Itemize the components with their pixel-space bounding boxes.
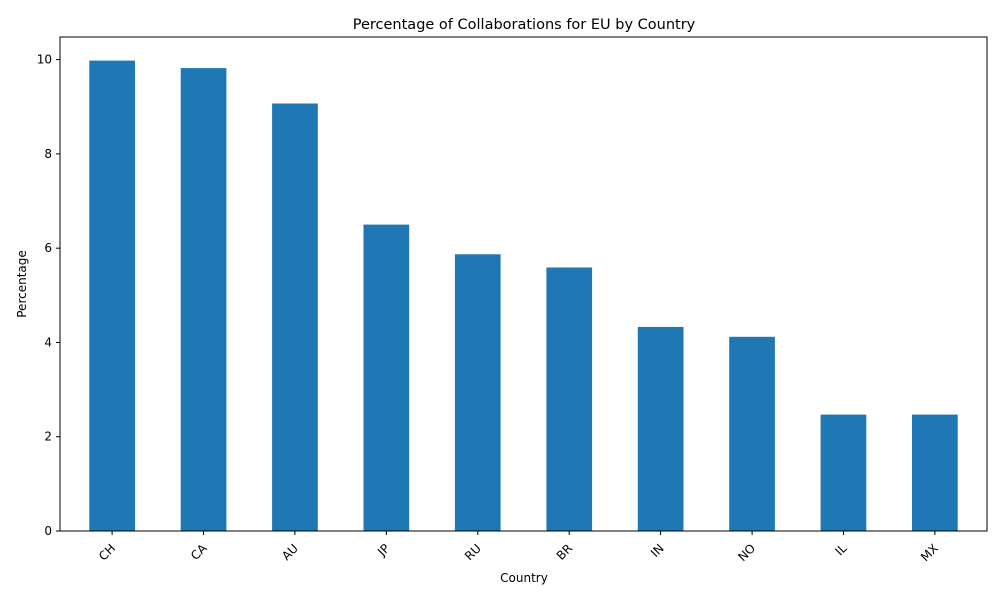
x-tick-label: BR xyxy=(554,541,576,563)
y-tick-label: 2 xyxy=(44,430,52,444)
bar-ru xyxy=(454,254,501,532)
y-tick-label: 4 xyxy=(44,336,52,350)
y-tick-label: 6 xyxy=(44,241,52,255)
x-tick-label: AU xyxy=(279,541,301,563)
x-tick-label: MX xyxy=(918,541,941,564)
x-tick-label: CH xyxy=(96,541,118,563)
bar-br xyxy=(546,267,593,531)
y-tick-label: 0 xyxy=(44,524,52,538)
x-tick-label: IN xyxy=(648,541,667,560)
y-axis-label: Percentage xyxy=(15,250,29,318)
y-tick-label: 8 xyxy=(44,147,52,161)
x-axis: CH CA AU JP RU BR IN NO IL MX xyxy=(96,531,941,564)
bars-group xyxy=(89,60,958,532)
bar-au xyxy=(272,103,318,531)
bar-no xyxy=(729,336,775,531)
bar-ca xyxy=(180,68,227,531)
x-tick-label: JP xyxy=(374,541,392,559)
chart-title: Percentage of Collaborations for EU by C… xyxy=(353,17,696,33)
bar-ch xyxy=(89,60,135,531)
x-tick-label: IL xyxy=(832,541,849,558)
plot-frame xyxy=(59,36,988,532)
x-tick-label: NO xyxy=(735,541,758,564)
x-tick-label: RU xyxy=(462,541,484,563)
bar-jp xyxy=(363,224,410,531)
bar-il xyxy=(820,414,867,531)
bar-mx xyxy=(912,414,958,531)
y-tick-label: 10 xyxy=(37,53,52,67)
x-tick-label: CA xyxy=(188,541,210,563)
y-axis: 0 2 4 6 8 10 xyxy=(37,53,60,538)
x-axis-label: Country xyxy=(500,571,548,585)
bar-in xyxy=(637,326,684,531)
